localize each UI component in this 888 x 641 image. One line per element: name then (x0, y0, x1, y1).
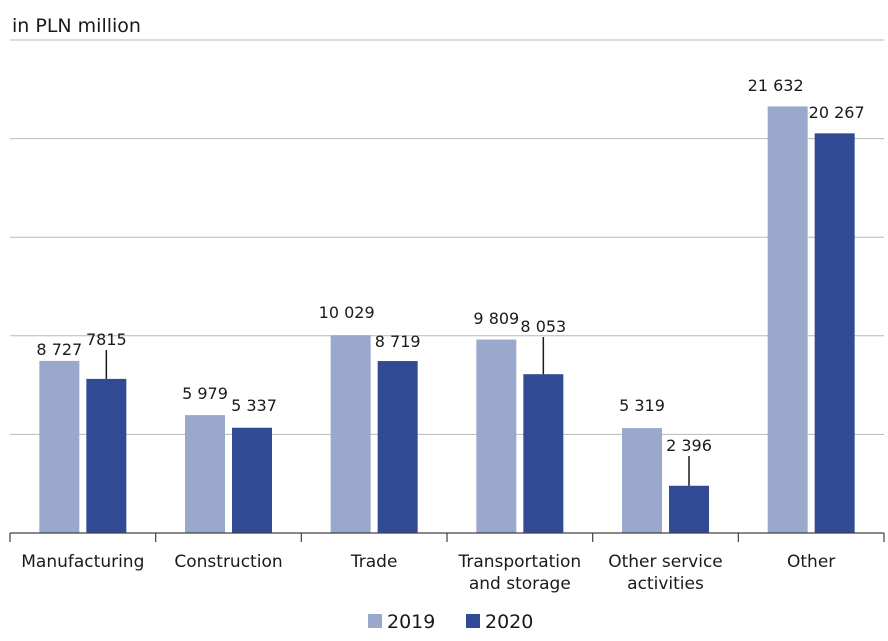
bar-2020-1 (232, 427, 272, 533)
category-label-1: Construction (174, 552, 282, 572)
unit-label: in PLN million (12, 15, 141, 37)
category-label-4: Other service activities (608, 552, 723, 594)
bars (39, 106, 855, 533)
legend-label-2019: 2019 (387, 611, 435, 633)
value-label-2019-3: 9 809 (473, 309, 519, 328)
value-label-2020-2: 8 719 (375, 332, 421, 351)
legend-swatch-2019 (368, 614, 382, 628)
bar-2019-2 (330, 335, 371, 533)
bar-2019-0 (39, 360, 80, 533)
bar-2020-5 (814, 133, 855, 533)
category-labels: Manufacturing Construction Trade Transporta… (21, 552, 835, 594)
legend-label-2020: 2020 (485, 611, 533, 633)
bar-2020-0 (86, 378, 127, 533)
category-label-5: Other (787, 552, 835, 572)
category-label-0: Manufacturing (21, 552, 144, 572)
value-label-2020-0: 7815 (86, 330, 127, 349)
leader-lines (105, 337, 690, 486)
bar-2020-4 (669, 485, 709, 533)
value-label-2019-5: 21 632 (748, 76, 804, 95)
category-label-2: Trade (350, 552, 398, 572)
bar-2019-3 (476, 339, 517, 533)
bar-2019-5 (767, 106, 808, 533)
legend-swatch-2020 (466, 614, 480, 628)
category-label-3: Transportation and storage (457, 552, 581, 594)
gridlines (10, 138, 884, 435)
x-axis (9, 532, 885, 542)
bar-2020-2 (377, 361, 418, 533)
value-label-2020-3: 8 053 (520, 317, 566, 336)
legend: 2019 2020 (368, 611, 533, 633)
bar-2019-1 (185, 415, 225, 533)
value-label-2020-4: 2 396 (666, 436, 712, 455)
value-label-2019-0: 8 727 (36, 340, 82, 359)
value-label-2020-5: 20 267 (809, 103, 865, 122)
value-label-2020-1: 5 337 (231, 396, 277, 415)
bar-2019-4 (622, 428, 662, 533)
value-label-2019-1: 5 979 (182, 384, 228, 403)
value-label-2019-4: 5 319 (619, 396, 665, 415)
bar-2020-3 (523, 374, 564, 533)
value-label-2019-2: 10 029 (319, 303, 375, 322)
